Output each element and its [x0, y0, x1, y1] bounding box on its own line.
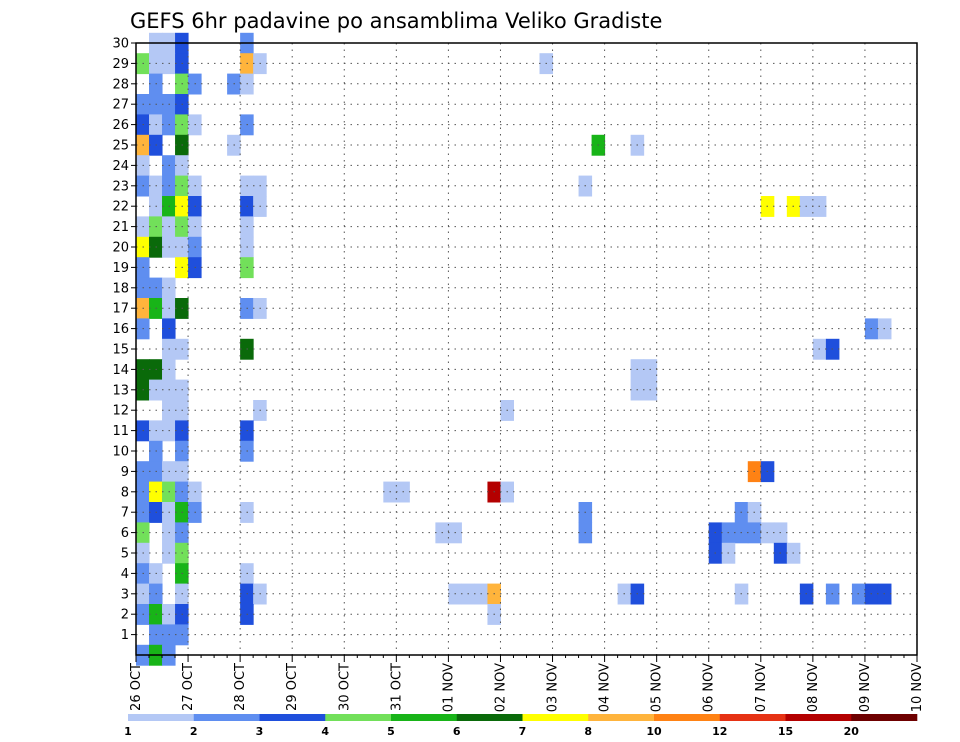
colorbar-label: 5 — [387, 725, 395, 738]
y-tick-label: 27 — [112, 98, 129, 113]
colorbar-swatch — [325, 714, 392, 721]
colorbar-swatch — [785, 714, 852, 721]
x-tick-label: 09 NOV — [858, 663, 873, 712]
colorbar-swatch — [654, 714, 721, 721]
colorbar-label: 4 — [321, 725, 329, 738]
x-tick-label: 06 NOV — [702, 663, 717, 712]
x-tick-label: 31 OCT — [389, 663, 404, 711]
colorbar-swatch — [128, 714, 195, 721]
colorbar: 1 2 3 4 5 6 7 8 10 12 15 20 — [124, 714, 918, 738]
y-tick-label: 23 — [112, 179, 129, 194]
y-tick-label: 20 — [112, 241, 129, 256]
colorbar-swatch — [391, 714, 458, 721]
y-tick-label: 1 — [121, 628, 129, 643]
x-tick-label: 01 NOV — [441, 663, 456, 712]
colorbar-swatch — [522, 714, 589, 721]
colorbar-label: 15 — [778, 725, 793, 738]
x-tick-label: 28 OCT — [233, 663, 248, 711]
x-tick-label: 05 NOV — [650, 663, 665, 712]
x-tick-label: 02 NOV — [493, 663, 508, 712]
x-tick-label: 10 NOV — [910, 663, 925, 712]
y-tick-label: 16 — [112, 322, 129, 337]
x-tick-label: 03 NOV — [546, 663, 561, 712]
chart-title: GEFS 6hr padavine po ansamblima Veliko G… — [130, 9, 662, 33]
colorbar-label: 2 — [190, 725, 198, 738]
y-tick-label: 17 — [112, 302, 129, 317]
y-tick-label: 21 — [112, 220, 129, 235]
colorbar-label: 20 — [844, 725, 860, 738]
y-tick-label: 2 — [121, 608, 129, 623]
y-tick-label: 4 — [121, 567, 129, 582]
colorbar-swatch — [259, 714, 326, 721]
colorbar-label: 6 — [453, 725, 461, 738]
y-tick-label: 14 — [112, 363, 129, 378]
y-axis: 1234567891011121314151617181920212223242… — [112, 37, 136, 643]
colorbar-swatch — [851, 714, 918, 721]
y-tick-label: 30 — [112, 37, 129, 52]
colorbar-label: 1 — [124, 725, 132, 738]
y-tick-label: 8 — [121, 485, 129, 500]
y-tick-label: 3 — [121, 587, 129, 602]
y-tick-label: 6 — [121, 526, 129, 541]
colorbar-label: 12 — [712, 725, 727, 738]
y-tick-label: 5 — [121, 547, 129, 562]
colorbar-swatch — [588, 714, 655, 721]
y-tick-label: 9 — [121, 465, 129, 480]
y-tick-label: 13 — [112, 383, 129, 398]
y-tick-label: 24 — [112, 159, 129, 174]
colorbar-swatch — [193, 714, 260, 721]
y-tick-label: 25 — [112, 139, 129, 154]
x-tick-label: 29 OCT — [285, 663, 300, 711]
colorbar-swatch — [456, 714, 523, 721]
x-tick-label: 30 OCT — [337, 663, 352, 711]
colorbar-swatch — [719, 714, 786, 721]
y-tick-label: 11 — [112, 424, 129, 439]
x-tick-label: 26 OCT — [129, 663, 144, 711]
y-tick-label: 15 — [112, 343, 129, 358]
y-tick-label: 10 — [112, 445, 129, 460]
x-axis: 26 OCT 27 OCT 28 OCT 29 OCT 30 OCT 31 OCT 01 N… — [129, 655, 925, 712]
y-tick-label: 18 — [112, 281, 129, 296]
colorbar-label: 10 — [646, 725, 662, 738]
x-tick-label: 27 OCT — [181, 663, 196, 711]
y-tick-label: 28 — [112, 77, 129, 92]
colorbar-label: 7 — [519, 725, 527, 738]
y-tick-label: 29 — [112, 57, 129, 72]
x-tick-label: 08 NOV — [806, 663, 821, 712]
y-tick-label: 7 — [121, 506, 129, 521]
gridlines — [136, 42, 917, 655]
y-tick-label: 12 — [112, 404, 129, 419]
x-tick-label: 04 NOV — [598, 663, 613, 712]
y-tick-label: 26 — [112, 118, 129, 133]
colorbar-label: 8 — [584, 725, 592, 738]
x-tick-label: 07 NOV — [754, 663, 769, 712]
y-tick-label: 19 — [112, 261, 129, 276]
colorbar-label: 3 — [256, 725, 264, 738]
y-tick-label: 22 — [112, 200, 129, 215]
